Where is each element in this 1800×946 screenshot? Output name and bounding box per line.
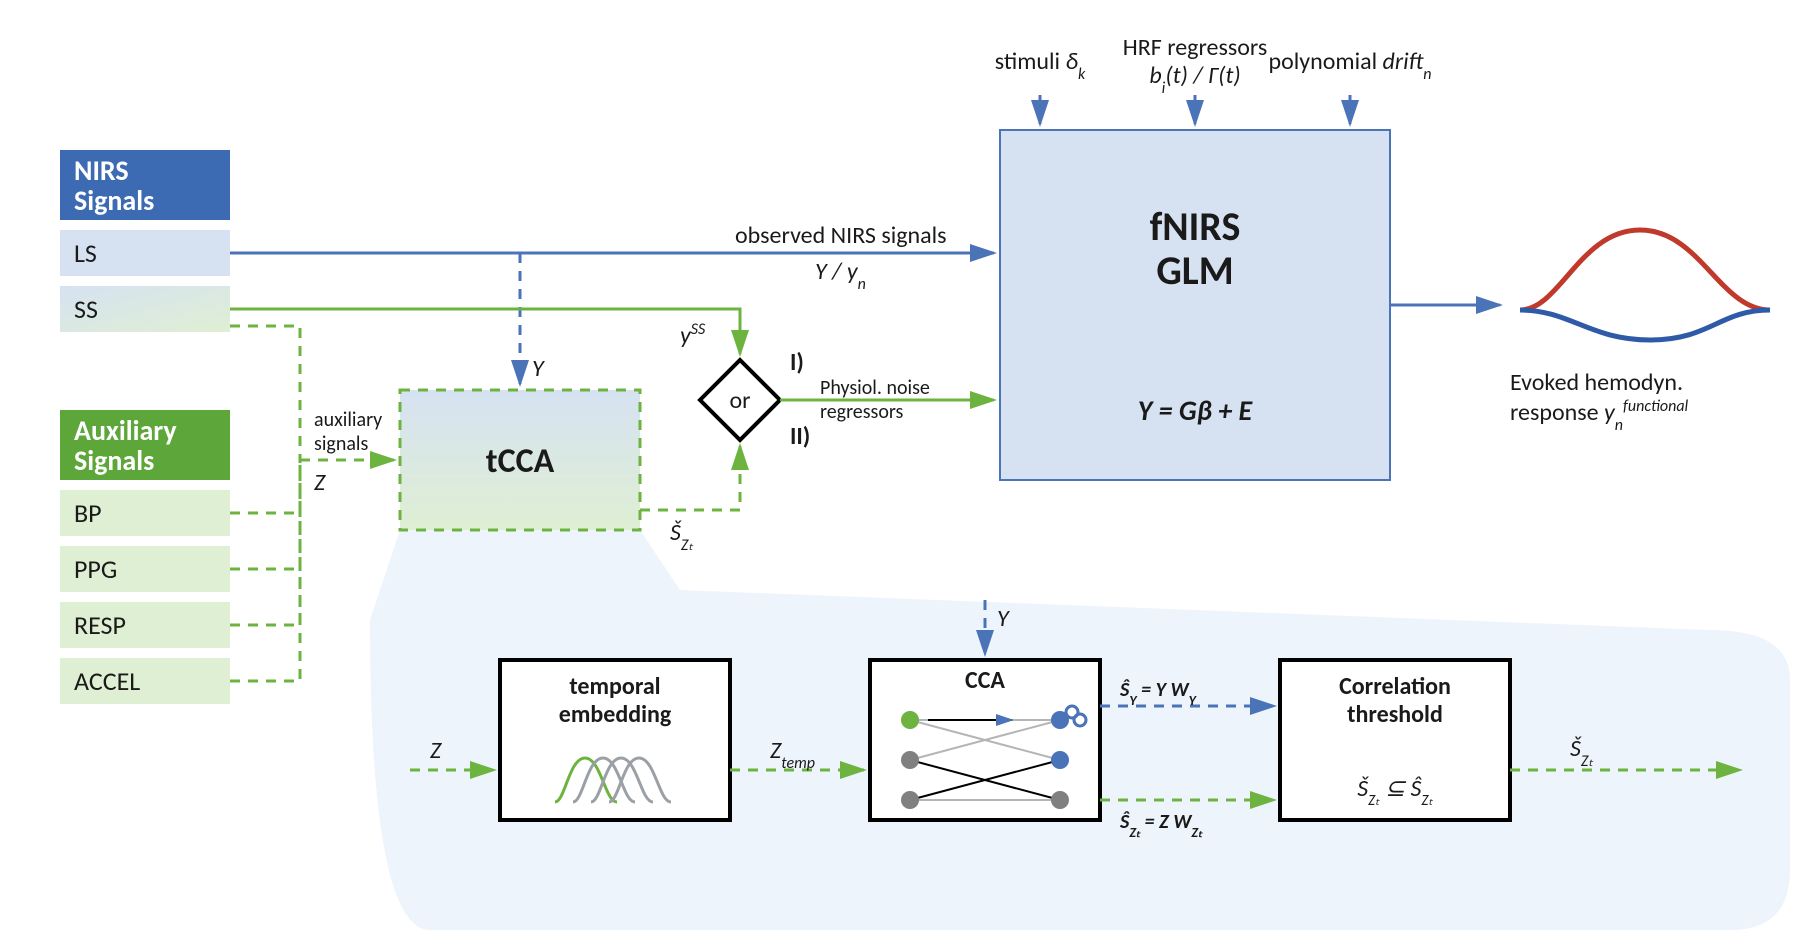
hrf-caption1: Evoked hemodyn. [1510,368,1683,397]
glm-eq: Y = Gβ + E [1138,393,1254,428]
or-bot-label: II) [790,422,810,451]
z-in-label: Z [430,736,442,765]
y-cca-label: Y [997,604,1010,633]
cca-right-node [1051,751,1069,769]
glm-input-label: HRF regressors [1123,33,1268,62]
y-label: Y [532,354,545,383]
corr-title: Correlationthreshold [1339,672,1451,729]
tcca-label: tCCA [486,441,555,482]
aux-item-label: PPG [74,553,117,585]
or-label: or [729,386,750,415]
temp-embed-title: temporalembedding [559,672,672,729]
observed-label: observed NIRS signals [735,221,947,250]
nirs-item-label: SS [74,293,98,325]
cca-left-node [901,711,919,729]
glm-title: fNIRSGLM [1150,202,1241,295]
aux-item-label: RESP [74,609,126,641]
nirs-item-label: LS [74,237,97,269]
cca-title: CCA [965,666,1005,695]
cca-left-node [901,791,919,809]
aux-item-label: BP [74,497,102,529]
cca-left-node [901,751,919,769]
cca-right-node [1051,791,1069,809]
aux-item-label: ACCEL [74,665,140,697]
z-label: Z [314,468,326,497]
or-top-label: I) [790,348,804,377]
